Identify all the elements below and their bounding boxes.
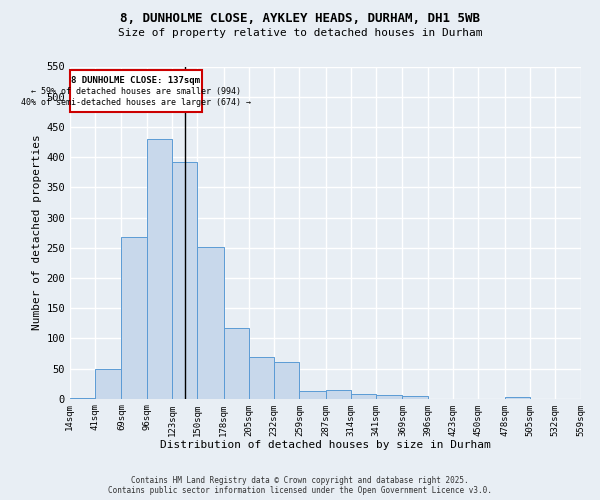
Bar <box>95 368 121 398</box>
Text: Contains HM Land Registry data © Crown copyright and database right 2025.
Contai: Contains HM Land Registry data © Crown c… <box>108 476 492 495</box>
Text: 40% of semi-detached houses are larger (674) →: 40% of semi-detached houses are larger (… <box>21 98 251 107</box>
Bar <box>274 362 299 398</box>
Bar <box>299 391 326 398</box>
Bar <box>249 357 274 399</box>
Bar <box>376 395 403 398</box>
X-axis label: Distribution of detached houses by size in Durham: Distribution of detached houses by size … <box>160 440 491 450</box>
Bar <box>403 396 428 398</box>
Bar <box>172 162 197 398</box>
Bar <box>224 328 249 398</box>
Bar <box>146 139 172 398</box>
Bar <box>505 397 530 398</box>
Text: ← 59% of detached houses are smaller (994): ← 59% of detached houses are smaller (99… <box>31 87 241 96</box>
Bar <box>121 238 146 398</box>
Bar <box>351 394 376 398</box>
Text: 8 DUNHOLME CLOSE: 137sqm: 8 DUNHOLME CLOSE: 137sqm <box>71 76 200 84</box>
Bar <box>326 390 351 398</box>
Text: 8, DUNHOLME CLOSE, AYKLEY HEADS, DURHAM, DH1 5WB: 8, DUNHOLME CLOSE, AYKLEY HEADS, DURHAM,… <box>120 12 480 26</box>
Text: Size of property relative to detached houses in Durham: Size of property relative to detached ho… <box>118 28 482 38</box>
Bar <box>197 247 224 398</box>
Y-axis label: Number of detached properties: Number of detached properties <box>32 134 42 330</box>
FancyBboxPatch shape <box>70 70 202 112</box>
